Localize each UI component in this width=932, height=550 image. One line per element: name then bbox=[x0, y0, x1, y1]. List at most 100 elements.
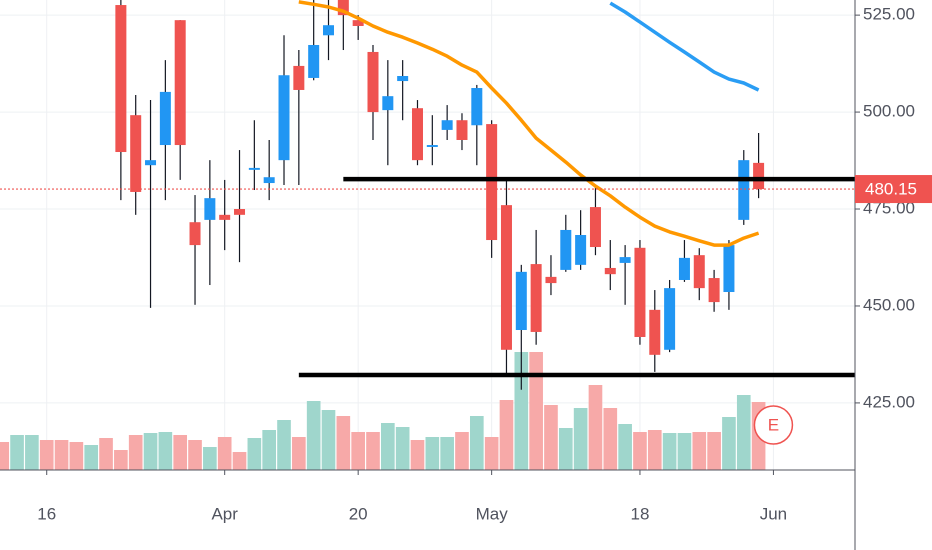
candle-body bbox=[382, 96, 394, 111]
volume-bar bbox=[158, 432, 173, 470]
y-tick-label: 500.00 bbox=[863, 102, 915, 121]
last-price-box bbox=[855, 175, 932, 204]
volume-bar bbox=[573, 408, 588, 470]
candle-body bbox=[263, 177, 275, 184]
candle-body bbox=[471, 88, 483, 126]
candle-body bbox=[753, 162, 765, 190]
candle-body bbox=[664, 288, 676, 350]
last-price-label: 480.15 bbox=[865, 180, 917, 199]
volume-bar bbox=[736, 395, 751, 470]
candle-body bbox=[604, 267, 616, 275]
volume-bar bbox=[395, 427, 410, 470]
candle-body bbox=[278, 75, 290, 161]
volume-bar bbox=[321, 410, 336, 470]
volume-bar bbox=[69, 442, 84, 470]
candle-body bbox=[486, 124, 498, 241]
candle-body bbox=[234, 209, 246, 215]
volume-bar bbox=[692, 432, 707, 470]
candle-body bbox=[619, 257, 631, 263]
x-tick-label: Jun bbox=[760, 504, 787, 523]
volume-bar bbox=[25, 435, 39, 470]
candle-body bbox=[293, 65, 305, 90]
candle-body bbox=[204, 198, 216, 220]
candle-body bbox=[367, 51, 379, 113]
volume-bar bbox=[425, 437, 440, 470]
candle-body bbox=[323, 25, 335, 36]
event-marker bbox=[753, 405, 794, 445]
volume-bar bbox=[381, 423, 395, 470]
x-tick-label: 20 bbox=[349, 504, 368, 523]
candle-body bbox=[634, 247, 646, 337]
volume-bar bbox=[603, 408, 618, 470]
candle-body bbox=[174, 20, 186, 146]
moving-average bbox=[609, 1, 760, 92]
volume-bar bbox=[647, 430, 662, 470]
candle-body bbox=[530, 264, 542, 332]
volume-bar bbox=[588, 385, 603, 470]
volume-bar bbox=[262, 430, 277, 470]
volume-bar bbox=[128, 435, 143, 470]
candle-body bbox=[159, 91, 171, 146]
candle-body bbox=[411, 108, 423, 161]
volume-bar bbox=[336, 416, 351, 470]
volume-bar bbox=[217, 437, 232, 470]
volume-bar bbox=[351, 432, 365, 470]
x-tick-label: 16 bbox=[37, 504, 56, 523]
candle-body bbox=[352, 20, 364, 26]
volume-bar bbox=[662, 433, 677, 470]
volume-bar bbox=[292, 437, 306, 470]
candle-body bbox=[693, 255, 705, 289]
x-tick-label: Apr bbox=[211, 504, 238, 523]
candle-body bbox=[723, 245, 735, 293]
candle-body bbox=[575, 235, 587, 265]
candle-body bbox=[308, 44, 320, 78]
volume-bar bbox=[54, 440, 69, 470]
volume-bar bbox=[0, 442, 10, 470]
volume-bar bbox=[366, 432, 380, 470]
event-label: E bbox=[768, 415, 779, 434]
plot-area: E bbox=[0, 0, 855, 470]
candle-body bbox=[397, 76, 409, 82]
candle-body bbox=[708, 278, 720, 303]
candle-body bbox=[145, 160, 157, 166]
volume-bar bbox=[514, 352, 529, 470]
volume-bar bbox=[440, 437, 454, 470]
y-tick-label: 425.00 bbox=[863, 392, 915, 411]
candle-body bbox=[515, 271, 527, 331]
volume-bar bbox=[529, 352, 543, 470]
volume-bar bbox=[10, 435, 24, 470]
volume-bar bbox=[410, 440, 425, 470]
candle-body bbox=[560, 229, 572, 270]
volume-bar bbox=[306, 401, 321, 470]
volume-bar bbox=[39, 440, 54, 470]
candle-body bbox=[219, 214, 231, 220]
candle-body bbox=[426, 145, 438, 147]
candle-body bbox=[115, 5, 127, 153]
volume-bar bbox=[618, 424, 632, 470]
volume-bar bbox=[84, 445, 99, 470]
volume-bar bbox=[558, 428, 573, 470]
y-tick-label: 450.00 bbox=[863, 295, 915, 314]
volume-bar bbox=[114, 450, 128, 470]
volume-bar bbox=[484, 437, 499, 470]
candle-body bbox=[649, 309, 661, 355]
volume-bar bbox=[499, 400, 514, 470]
volume-bar bbox=[143, 433, 158, 470]
x-tick-label: May bbox=[476, 504, 509, 523]
volume-bar bbox=[203, 447, 217, 470]
candle-body bbox=[337, 0, 349, 16]
volume-bar bbox=[455, 432, 469, 470]
candle-body bbox=[678, 257, 690, 280]
volume-bar bbox=[469, 416, 484, 470]
candle-body bbox=[589, 207, 601, 248]
volume-bar bbox=[173, 435, 188, 470]
candle-body bbox=[456, 120, 468, 140]
candle-body bbox=[189, 222, 201, 246]
volume-bar bbox=[277, 420, 291, 470]
moving-average bbox=[298, 0, 760, 247]
volume-bar bbox=[707, 432, 721, 470]
volume-bar bbox=[722, 417, 736, 470]
volume-bar bbox=[99, 438, 113, 470]
